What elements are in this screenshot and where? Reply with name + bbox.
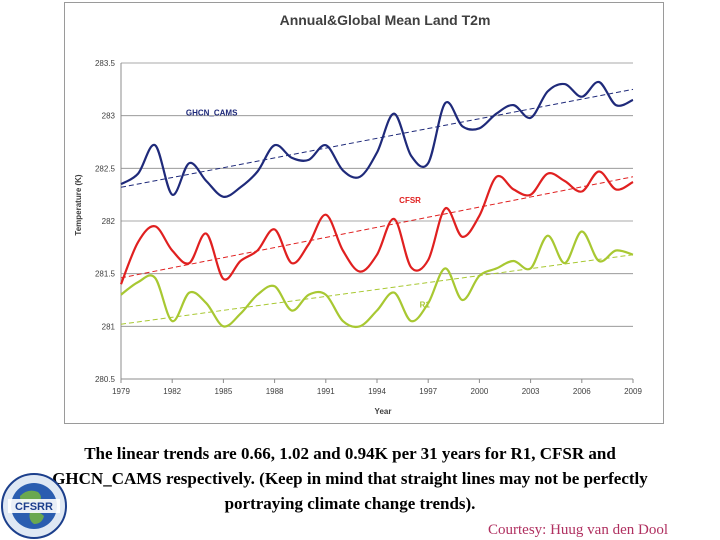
y-tick-label: 283.5 (95, 59, 116, 68)
x-tick-label: 1982 (163, 387, 181, 396)
ghcn-cams-trend-line (120, 88, 634, 188)
r1-series-line (120, 230, 634, 329)
x-tick-label: 2003 (522, 387, 540, 396)
y-tick-label: 282 (102, 217, 116, 226)
y-tick-label: 283 (102, 112, 116, 121)
r1-trend-line (120, 254, 634, 325)
cfsr-series-label: CFSR (399, 196, 421, 205)
y-tick-label: 281.5 (95, 270, 116, 279)
x-tick-label: 1979 (112, 387, 130, 396)
caption: The linear trends are 0.66, 1.02 and 0.9… (52, 444, 648, 513)
x-tick-label: 2000 (471, 387, 489, 396)
logo-text: CFSRR (15, 501, 53, 513)
x-tick-label: 1994 (368, 387, 386, 396)
chart-frame: Annual&Global Mean Land T2m 280.5 281 281.… (64, 2, 664, 424)
y-tick-label: 282.5 (95, 164, 116, 173)
y-tick-label: 281 (102, 322, 116, 331)
cfsrr-logo: CFSRR (1, 473, 67, 539)
series-labels: GHCN_CAMS CFSR R1 (186, 109, 431, 310)
cfsr-trend-line (120, 176, 634, 279)
x-tick-label: 1985 (215, 387, 233, 396)
x-tick-label: 1988 (266, 387, 284, 396)
ghcn-cams-series-label: GHCN_CAMS (186, 109, 238, 118)
chart-title: Annual&Global Mean Land T2m (280, 12, 491, 28)
r1-series-label: R1 (420, 300, 431, 309)
line-chart: Annual&Global Mean Land T2m 280.5 281 281.… (74, 12, 642, 416)
y-tick-label: 280.5 (95, 375, 116, 384)
x-tick-label: 1997 (419, 387, 437, 396)
axes: 280.5 281 281.5 282 282.5 283 283.5 1979 1982 198… (95, 59, 642, 396)
x-tick-label: 2006 (573, 387, 591, 396)
x-tick-label: 1991 (317, 387, 335, 396)
credit-text: Courtesy: Huug van den Dool (488, 522, 668, 538)
gridlines (121, 62, 633, 380)
x-axis-label: Year (375, 407, 392, 416)
x-tick-label: 2009 (624, 387, 642, 396)
ghcn-cams-series-line (120, 80, 634, 198)
series-lines (119, 80, 634, 329)
cfsr-series-line (119, 170, 634, 285)
y-axis-label: Temperature (K) (74, 174, 83, 236)
